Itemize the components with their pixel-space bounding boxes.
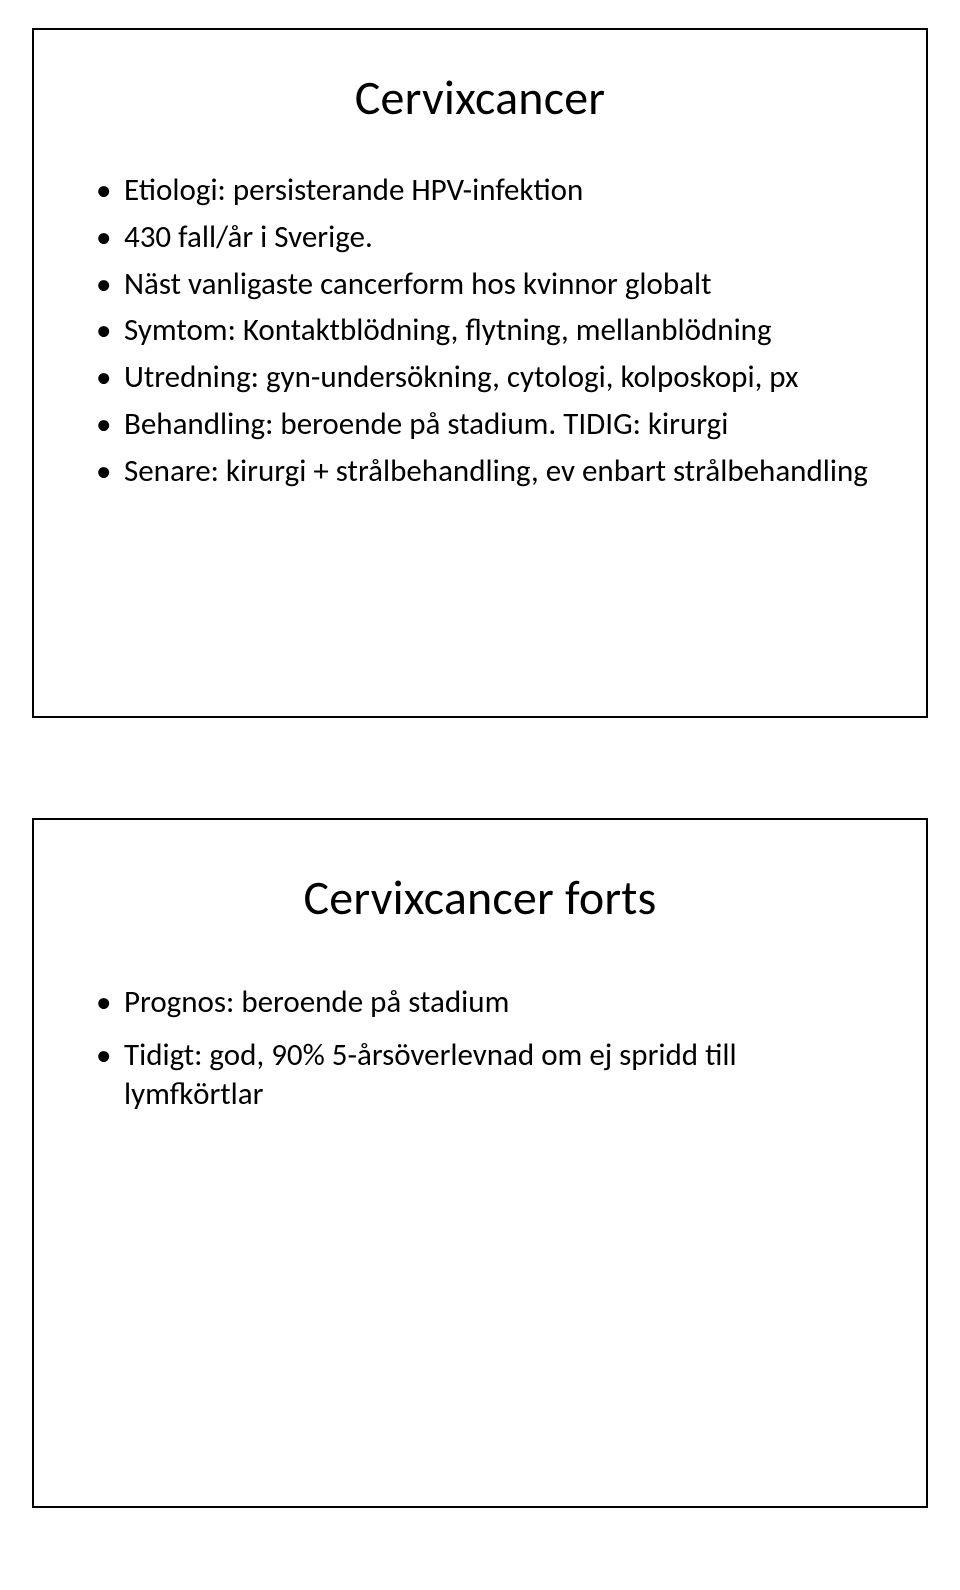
slide-2: Cervixcancer forts Prognos: beroende på … — [32, 818, 928, 1508]
page: Cervixcancer Etiologi: persisterande HPV… — [0, 0, 960, 1590]
list-item: Behandling: beroende på stadium. TIDIG: … — [88, 405, 872, 444]
slide-1: Cervixcancer Etiologi: persisterande HPV… — [32, 28, 928, 718]
list-item: Senare: kirurgi + strålbehandling, ev en… — [88, 452, 872, 491]
list-item: 430 fall/år i Sverige. — [88, 218, 872, 257]
list-item: Prognos: beroende på stadium — [88, 983, 872, 1022]
list-item: Symtom: Kontaktblödning, flytning, mella… — [88, 311, 872, 350]
list-item: Näst vanligaste cancerform hos kvinnor g… — [88, 265, 872, 304]
list-item: Etiologi: persisterande HPV-infektion — [88, 171, 872, 210]
list-item: Tidigt: god, 90% 5-årsöverlevnad om ej s… — [88, 1036, 872, 1114]
slide-1-title: Cervixcancer — [88, 68, 872, 127]
slide-2-bullets: Prognos: beroende på stadium Tidigt: god… — [88, 983, 872, 1113]
list-item: Utredning: gyn-undersökning, cytologi, k… — [88, 358, 872, 397]
slide-1-bullets: Etiologi: persisterande HPV-infektion 43… — [88, 171, 872, 490]
slide-2-title: Cervixcancer forts — [88, 868, 872, 927]
